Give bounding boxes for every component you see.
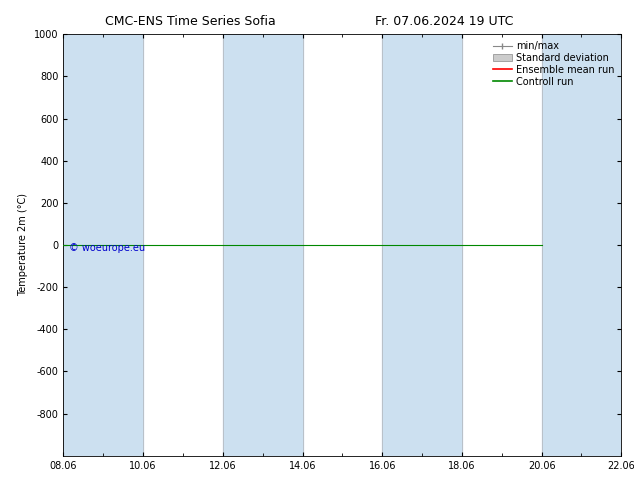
Text: © woeurope.eu: © woeurope.eu bbox=[69, 243, 145, 253]
Bar bbox=[223, 34, 302, 456]
Bar bbox=[541, 34, 621, 456]
Legend: min/max, Standard deviation, Ensemble mean run, Controll run: min/max, Standard deviation, Ensemble me… bbox=[491, 39, 616, 89]
Text: Fr. 07.06.2024 19 UTC: Fr. 07.06.2024 19 UTC bbox=[375, 15, 513, 28]
Text: CMC-ENS Time Series Sofia: CMC-ENS Time Series Sofia bbox=[105, 15, 276, 28]
Y-axis label: Temperature 2m (°C): Temperature 2m (°C) bbox=[18, 194, 29, 296]
Bar bbox=[382, 34, 462, 456]
Bar bbox=[63, 34, 143, 456]
